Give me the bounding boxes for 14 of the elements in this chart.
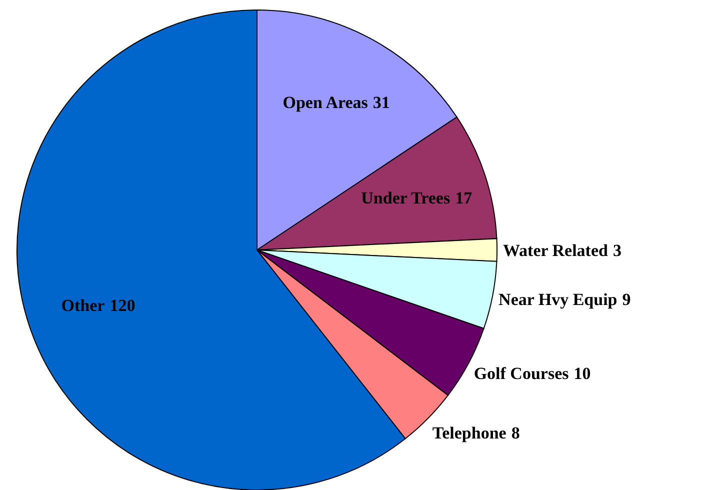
data-label: 17 [455,188,473,208]
slice-label: Golf Courses [474,364,570,383]
slice-label: Water Related [503,241,609,260]
data-label: 8 [511,423,520,442]
slice-label: Open Areas [282,92,368,112]
slice-label: Other [61,296,106,315]
data-label: 120 [110,296,136,315]
data-label: 31 [372,92,390,112]
data-label: 3 [612,241,622,260]
slice-label: Telephone [432,423,507,442]
data-label: 9 [622,290,631,310]
slice-label: Near Hvy Equip [498,290,618,310]
slice-label: Under Trees [361,188,450,208]
data-label: 10 [574,364,591,383]
